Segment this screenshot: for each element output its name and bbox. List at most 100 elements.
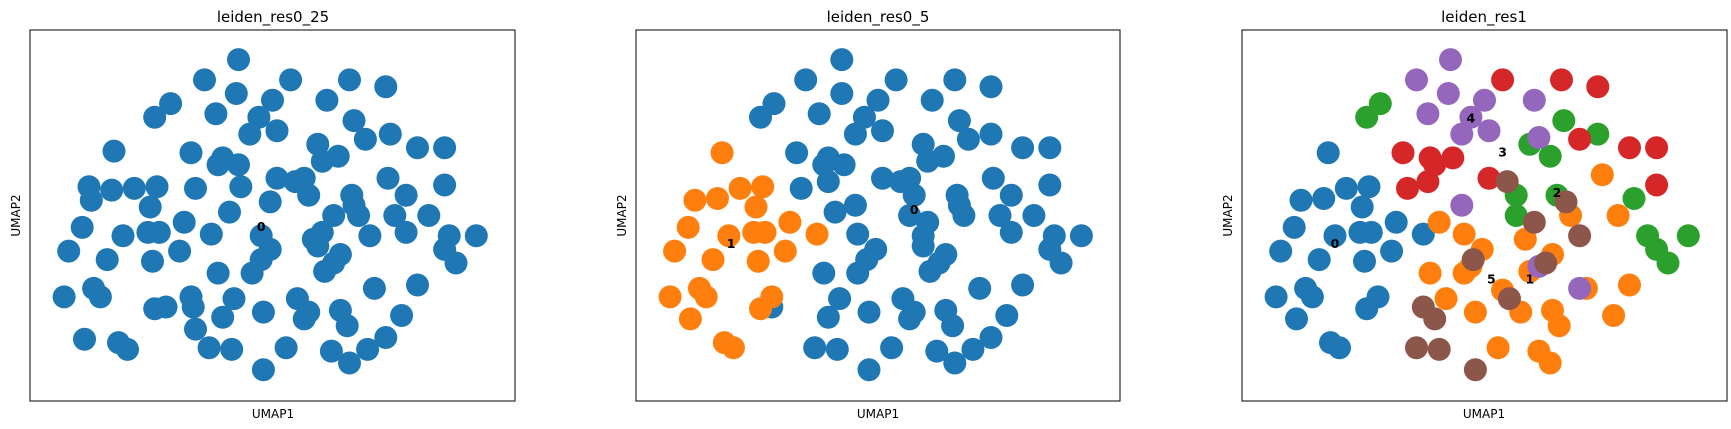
scatter-point [902,183,926,207]
scatter-point [1473,88,1496,112]
scatter-point [1049,251,1073,275]
cluster-labels: 01 [727,202,919,251]
scatter-point [1463,300,1487,324]
scatter-point [1427,210,1451,234]
scatter-point [464,224,488,248]
scatter-point [830,48,854,72]
scatter-point [1538,144,1562,168]
scatter-point [193,68,216,92]
scatter-point [778,210,802,234]
scatter-point [920,88,944,112]
scatter-point [744,195,768,219]
scatter-point [1434,287,1458,311]
scatter-point [956,127,980,151]
scatter-point [143,297,167,321]
scatter-point [979,122,1003,146]
scatter-point [1416,170,1440,194]
scatter-point [663,239,687,263]
scatter-point [218,200,241,224]
scatter-point [374,75,398,99]
scatter-point [753,220,777,244]
scatter-point [1586,75,1610,99]
chart-title: leiden_res1 [1441,8,1527,27]
scatter-point [751,175,775,199]
scatter-point [1590,163,1614,187]
scatter-point [1477,166,1501,190]
scatter-point [197,336,221,360]
scatter-point [1538,351,1562,375]
scatter-point [1459,105,1483,129]
scatter-point [265,119,289,143]
scatter-point [406,136,429,160]
scatter-point [807,102,831,126]
scatter-point [1552,109,1576,133]
scatter-point [857,358,881,382]
scatter-point [1307,248,1331,272]
scatter-point [1022,204,1046,227]
scatter-point [925,339,949,363]
scatter-point [852,105,876,129]
scatter-point [444,251,468,275]
y-axis-label: UMAP2 [615,194,629,236]
scatter-point [1423,307,1447,331]
scatter-point [227,153,250,177]
scatter-point [843,193,867,217]
scatter-point [394,220,418,244]
scatter-point [1586,122,1610,146]
scatter-point [1350,195,1374,219]
scatter-point [943,351,967,375]
scatter-point [111,224,135,248]
scatter-point [227,48,250,72]
scatter-point [898,307,922,331]
scatter-point [206,261,230,285]
scatter-points [52,48,488,382]
scatter-point [1380,239,1404,263]
scatter-point [1357,175,1381,199]
scatter-point [952,204,976,227]
scatter-point [211,305,235,329]
scatter-point [1069,224,1093,248]
scatter-point [1396,176,1419,200]
scatter-point [1038,173,1062,197]
scatter-point [274,336,298,360]
x-axis-label: UMAP1 [1463,407,1505,421]
scatter-point [356,337,380,361]
plot-frame [635,29,1121,402]
scatter-point [812,261,836,285]
cluster-labels: 0 [257,219,266,234]
scatter-point [1534,251,1558,275]
scatter-point [143,105,167,129]
scatter-point [1411,222,1435,246]
scatter-point [222,287,246,311]
scatter-point [433,136,457,160]
scatter-point [172,210,196,234]
scatter-point [145,175,169,199]
scatter-point [353,127,377,151]
scatter-point [335,314,359,338]
scatter-point [1334,176,1358,200]
scatter-point [981,166,1005,190]
chart-title: leiden_res0_25 [217,8,329,27]
cluster-label: 3 [1498,144,1507,159]
scatter-point [1522,88,1546,112]
cluster-label: 4 [1467,110,1476,125]
cluster-label: 2 [1553,185,1562,200]
scatter-point [1461,248,1485,272]
scatter-point [866,88,890,112]
x-axis-label: UMAP1 [857,407,899,421]
scatter-point [846,222,870,246]
scatter-point [1554,190,1578,214]
scatter-point [313,259,337,283]
scatter-point [206,153,230,177]
scatter-point [383,204,407,227]
scatter-point [1522,210,1546,234]
scatter-point [141,249,164,273]
scatter-point [390,304,414,327]
scatter-point [1439,48,1462,72]
scatter-point [1527,126,1551,149]
scatter-point [816,305,840,329]
plot-frame [29,29,516,402]
scatter-point [168,239,192,263]
y-axis-label: UMAP2 [1221,194,1235,236]
scatter-point [701,248,725,272]
